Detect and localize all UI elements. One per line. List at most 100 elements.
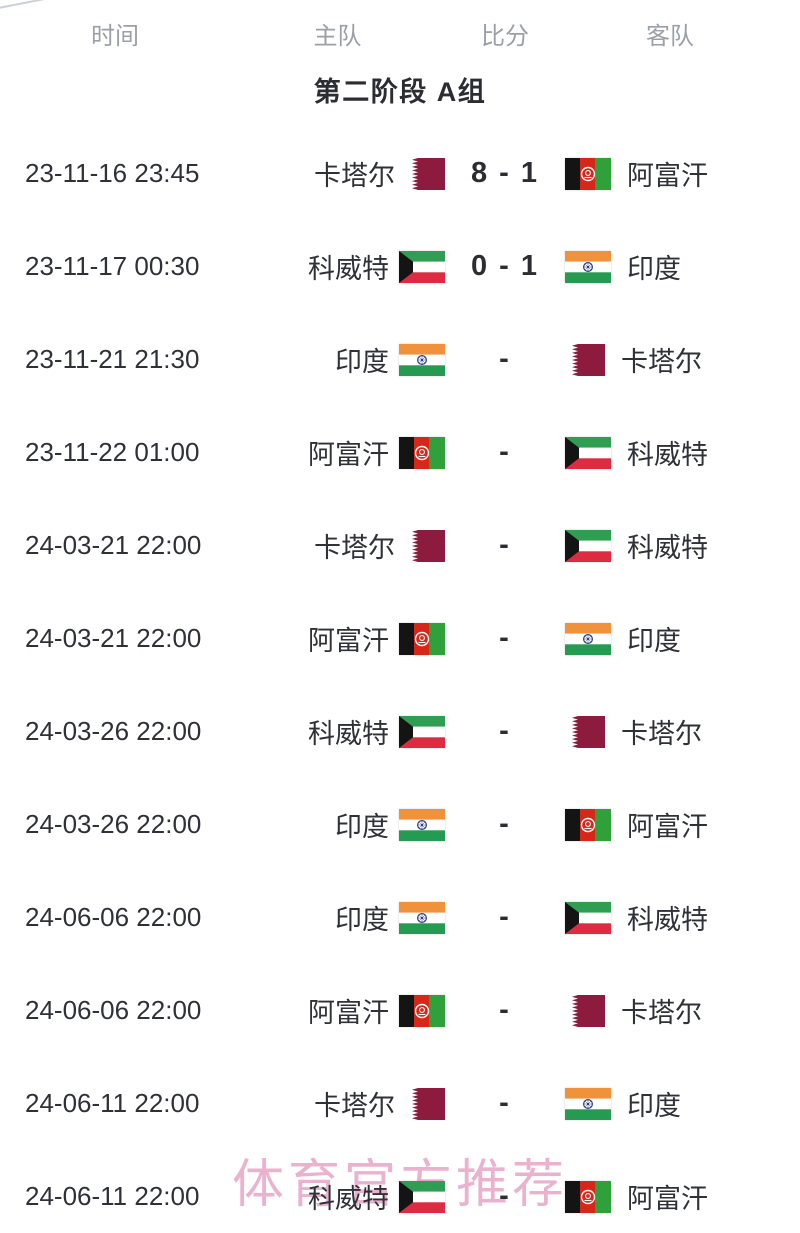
- flag-kuwait-icon: [565, 901, 611, 934]
- match-score: 8 - 1: [470, 157, 540, 189]
- fixture-row-5[interactable]: 24-03-21 22:00 卡塔尔 - 科威特: [0, 499, 800, 592]
- away-team: 科威特: [565, 526, 800, 565]
- away-team-name: 印度: [627, 1091, 681, 1121]
- table-header: 时间 主队 比分 客队: [0, 0, 800, 52]
- flag-india-icon: [399, 901, 445, 934]
- fixture-row-1[interactable]: 23-11-16 23:45 卡塔尔 8 - 1 阿富汗: [0, 127, 800, 220]
- fixtures-list: 23-11-16 23:45 卡塔尔 8 - 1 阿富汗 23-11-17 00…: [0, 127, 800, 1233]
- home-team-name: 阿富汗: [308, 440, 389, 470]
- match-score: -: [499, 436, 511, 468]
- match-score: -: [499, 994, 511, 1026]
- match-score: -: [499, 901, 511, 933]
- away-team: 阿富汗: [565, 154, 800, 193]
- flag-kuwait-icon: [399, 250, 445, 283]
- match-score: -: [499, 1087, 511, 1119]
- flag-afghanistan-icon: [565, 157, 611, 190]
- home-team-name: 阿富汗: [308, 998, 389, 1028]
- match-time: 24-03-21 22:00: [25, 530, 202, 560]
- away-team-name: 阿富汗: [627, 812, 708, 842]
- away-team-name: 科威特: [627, 533, 708, 563]
- fixture-row-7[interactable]: 24-03-26 22:00 科威特 - 卡塔尔: [0, 685, 800, 778]
- home-team: 科威特: [230, 1177, 445, 1216]
- home-team-name: 印度: [335, 347, 389, 377]
- flag-afghanistan-icon: [565, 1180, 611, 1213]
- away-team-name: 印度: [627, 254, 681, 284]
- away-team-name: 科威特: [627, 905, 708, 935]
- away-team: 卡塔尔: [565, 712, 800, 751]
- home-team-name: 科威特: [308, 719, 389, 749]
- home-team: 印度: [230, 340, 445, 379]
- home-team-name: 阿富汗: [308, 626, 389, 656]
- away-team-name: 卡塔尔: [621, 719, 702, 749]
- flag-kuwait-icon: [399, 1180, 445, 1213]
- fixture-row-3[interactable]: 23-11-21 21:30 印度 - 卡塔尔: [0, 313, 800, 406]
- flag-qatar-icon: [405, 529, 445, 562]
- flag-afghanistan-icon: [565, 808, 611, 841]
- away-team: 卡塔尔: [565, 991, 800, 1030]
- flag-afghanistan-icon: [399, 994, 445, 1027]
- fixture-row-2[interactable]: 23-11-17 00:30 科威特 0 - 1 印度: [0, 220, 800, 313]
- away-team-name: 卡塔尔: [621, 998, 702, 1028]
- fixture-row-4[interactable]: 23-11-22 01:00 阿富汗 - 科威特: [0, 406, 800, 499]
- match-score: -: [499, 715, 511, 747]
- home-team: 卡塔尔: [230, 154, 445, 193]
- fixture-row-8[interactable]: 24-03-26 22:00 印度 - 阿富汗: [0, 778, 800, 871]
- away-team-name: 阿富汗: [627, 1184, 708, 1214]
- match-score: 0 - 1: [470, 250, 540, 282]
- flag-india-icon: [565, 1087, 611, 1120]
- away-team: 科威特: [565, 433, 800, 472]
- away-team: 阿富汗: [565, 805, 800, 844]
- fixture-row-9[interactable]: 24-06-06 22:00 印度 - 科威特: [0, 871, 800, 964]
- match-time: 24-06-06 22:00: [25, 902, 202, 932]
- home-team-name: 印度: [335, 812, 389, 842]
- home-team: 卡塔尔: [230, 526, 445, 565]
- match-time: 23-11-21 21:30: [25, 344, 200, 374]
- away-team-name: 科威特: [627, 440, 708, 470]
- fixture-row-11[interactable]: 24-06-11 22:00 卡塔尔 - 印度: [0, 1057, 800, 1150]
- match-time: 23-11-16 23:45: [25, 158, 200, 188]
- fixture-row-6[interactable]: 24-03-21 22:00 阿富汗 - 印度: [0, 592, 800, 685]
- away-team-name: 印度: [627, 626, 681, 656]
- match-score: -: [499, 1180, 511, 1212]
- home-team: 印度: [230, 805, 445, 844]
- flag-afghanistan-icon: [399, 436, 445, 469]
- match-score: -: [499, 343, 511, 375]
- flag-kuwait-icon: [565, 436, 611, 469]
- match-time: 24-06-06 22:00: [25, 995, 202, 1025]
- home-team: 卡塔尔: [230, 1084, 445, 1123]
- fixture-row-12[interactable]: 24-06-11 22:00 科威特 - 阿富汗: [0, 1150, 800, 1233]
- column-header-away: 客队: [646, 23, 694, 50]
- flag-qatar-icon: [565, 715, 605, 748]
- group-stage-title: 第二阶段 A组: [313, 77, 487, 107]
- home-team: 阿富汗: [230, 433, 445, 472]
- fixture-row-10[interactable]: 24-06-06 22:00 阿富汗 - 卡塔尔: [0, 964, 800, 1057]
- away-team: 印度: [565, 247, 800, 286]
- home-team: 印度: [230, 898, 445, 937]
- match-time: 24-06-11 22:00: [25, 1088, 200, 1118]
- flag-qatar-icon: [405, 157, 445, 190]
- flag-india-icon: [399, 808, 445, 841]
- away-team: 科威特: [565, 898, 800, 937]
- watermark-text: 体育官方推荐: [0, 1142, 800, 1217]
- match-time: 23-11-17 00:30: [25, 251, 200, 281]
- home-team: 阿富汗: [230, 619, 445, 658]
- flag-kuwait-icon: [565, 529, 611, 562]
- home-team-name: 科威特: [308, 254, 389, 284]
- home-team-name: 卡塔尔: [314, 161, 395, 191]
- match-score: -: [499, 622, 511, 654]
- match-score: -: [499, 529, 511, 561]
- match-time: 24-03-26 22:00: [25, 716, 202, 746]
- flag-india-icon: [565, 622, 611, 655]
- column-header-time: 时间: [91, 23, 139, 50]
- home-team-name: 印度: [335, 905, 389, 935]
- column-header-score: 比分: [481, 23, 529, 50]
- away-team: 卡塔尔: [565, 340, 800, 379]
- column-header-home: 主队: [313, 23, 362, 50]
- flag-qatar-icon: [565, 343, 605, 376]
- flag-india-icon: [399, 343, 445, 376]
- match-time: 24-03-21 22:00: [25, 623, 202, 653]
- home-team-name: 卡塔尔: [314, 1091, 395, 1121]
- flag-afghanistan-icon: [399, 622, 445, 655]
- home-team-name: 卡塔尔: [314, 533, 395, 563]
